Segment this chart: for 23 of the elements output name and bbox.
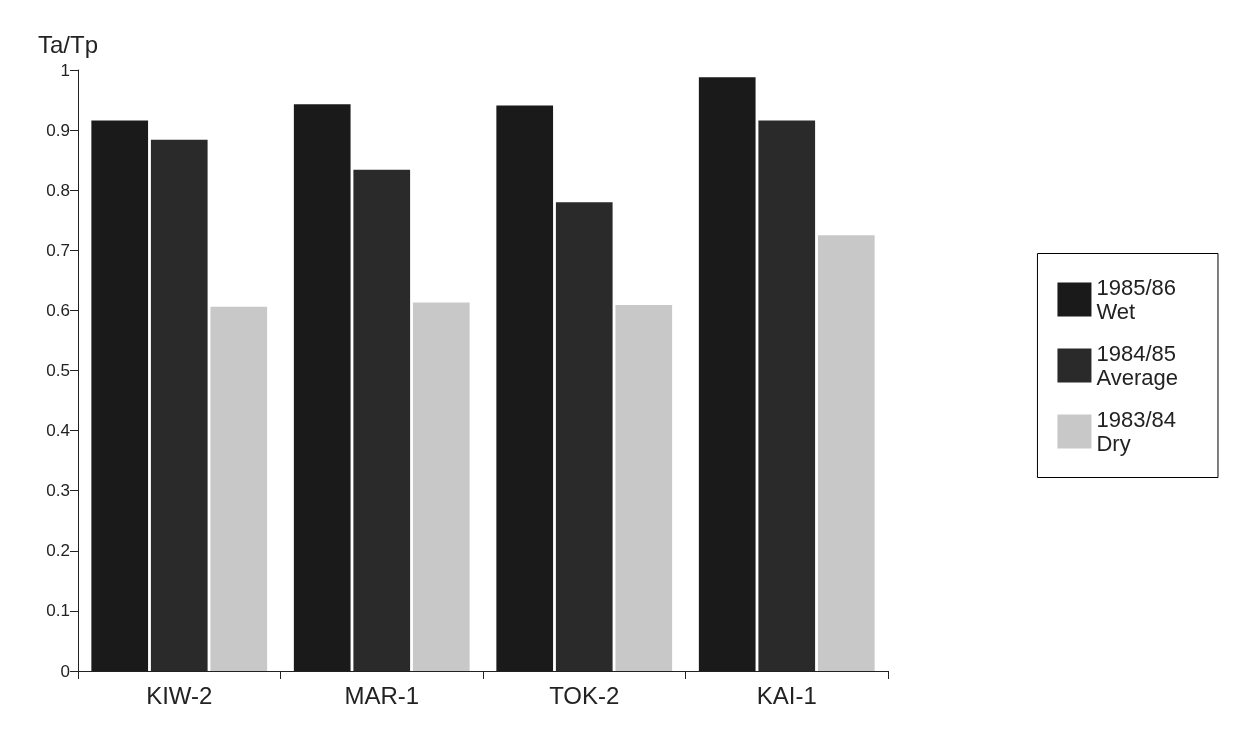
legend-label: 1984/85 Average [1096,341,1178,390]
y-tick-label: 0.8 [46,180,70,200]
y-tick-label: 0.9 [46,120,70,140]
bar [817,235,875,671]
legend-label: 1983/84 Dry [1096,407,1176,456]
y-tick-label: 0.2 [46,541,70,561]
y-tick-label: 0 [60,661,70,681]
x-tick-label: TOK-2 [549,681,620,709]
bar [615,304,673,671]
bar [412,302,470,671]
x-tick-label: KIW-2 [146,681,213,709]
y-tick-label: 0.3 [46,481,70,501]
y-tick-label: 0.7 [46,240,70,260]
x-tick-label: KAI-1 [756,681,817,709]
y-axis-title: Ta/Tp [37,30,98,58]
bar [210,306,268,671]
y-tick-label: 1 [60,60,70,80]
x-tick-label: MAR-1 [344,681,420,709]
y-tick-label: 0.1 [46,601,70,621]
y-tick-label: 0.4 [46,421,70,441]
y-tick-label: 0.5 [46,361,70,380]
y-tick-label: 0.6 [46,300,70,320]
legend-label: 1985/86 Wet [1096,275,1176,324]
